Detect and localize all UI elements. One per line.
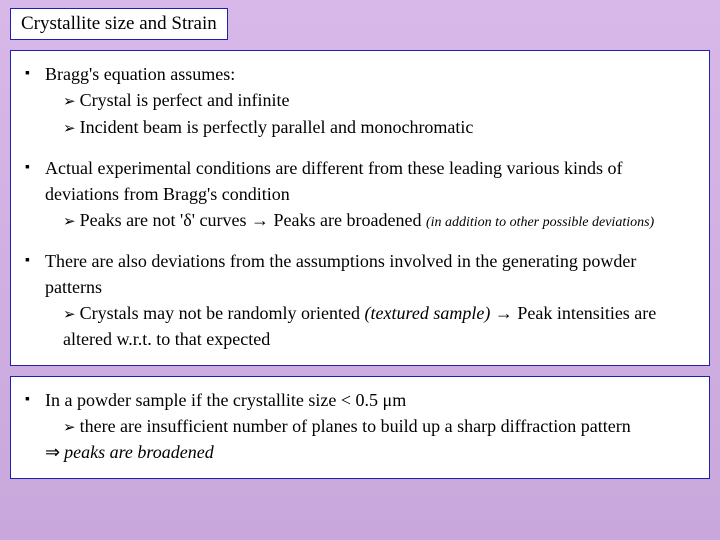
content-box-2: ▪ In a powder sample if the crystallite …: [10, 376, 710, 479]
right-arrow-icon: →: [495, 303, 513, 323]
sub-4-1: ➢there are insufficient number of planes…: [63, 413, 695, 440]
sub-2-1a: Peaks are not ': [80, 210, 184, 230]
bullet-2-body: Actual experimental conditions are diffe…: [45, 155, 695, 234]
bullet-4: ▪ In a powder sample if the crystallite …: [25, 387, 695, 466]
sub-3-2: altered w.r.t. to that expected: [63, 326, 695, 352]
sub-2-1c: Peaks are broadened: [269, 210, 426, 230]
sub-1-1-text: Crystal is perfect and infinite: [80, 90, 290, 110]
sub-3-1c: Peak intensities are: [513, 303, 656, 323]
bullet-3-line1: There are also deviations from the assum…: [45, 248, 695, 274]
sub-1-2: ➢Incident beam is perfectly parallel and…: [63, 114, 695, 141]
sub-1-1: ➢Crystal is perfect and infinite: [63, 87, 695, 114]
mu-symbol: μ: [383, 390, 393, 410]
sub-4-2-text: peaks are broadened: [64, 442, 214, 462]
tri-arrow-icon: ➢: [63, 121, 76, 137]
sub-3-1a: Crystals may not be randomly oriented: [80, 303, 365, 323]
bullet-3-line2: patterns: [45, 274, 695, 300]
square-bullet-icon: ▪: [25, 248, 45, 353]
bullet-2-line2: deviations from Bragg's condition: [45, 181, 695, 207]
sub-3-1b: (textured sample): [365, 303, 495, 323]
title-box: Crystallite size and Strain: [10, 8, 228, 40]
double-arrow-icon: ⇒: [45, 442, 60, 462]
bullet-3-sub: ➢Crystals may not be randomly oriented (…: [45, 300, 695, 353]
sub-3-1: ➢Crystals may not be randomly oriented (…: [63, 300, 695, 327]
sub-4-2: ⇒peaks are broadened: [45, 439, 695, 465]
bullet-4-l1b: m: [392, 390, 406, 410]
bullet-2-sub: ➢Peaks are not 'δ' curves → Peaks are br…: [45, 207, 695, 234]
square-bullet-icon: ▪: [25, 61, 45, 141]
bullet-2: ▪ Actual experimental conditions are dif…: [25, 155, 695, 234]
tri-arrow-icon: ➢: [63, 214, 76, 230]
delta-symbol: δ: [183, 210, 191, 230]
right-arrow-icon: →: [251, 210, 269, 230]
square-bullet-icon: ▪: [25, 155, 45, 234]
bullet-1-body: Bragg's equation assumes: ➢Crystal is pe…: [45, 61, 695, 141]
bullet-1-sub: ➢Crystal is perfect and infinite ➢Incide…: [45, 87, 695, 141]
sub-1-2-text: Incident beam is perfectly parallel and …: [80, 117, 474, 137]
content-box-1: ▪ Bragg's equation assumes: ➢Crystal is …: [10, 50, 710, 366]
bullet-4-l1a: In a powder sample if the crystallite si…: [45, 390, 383, 410]
bullet-4-line1: In a powder sample if the crystallite si…: [45, 387, 695, 413]
sub-2-1: ➢Peaks are not 'δ' curves → Peaks are br…: [63, 207, 695, 234]
bullet-2-line1: Actual experimental conditions are diffe…: [45, 155, 695, 181]
bullet-3-body: There are also deviations from the assum…: [45, 248, 695, 353]
tri-arrow-icon: ➢: [63, 307, 76, 323]
title-text: Crystallite size and Strain: [21, 13, 217, 34]
bullet-1-lead: Bragg's equation assumes:: [45, 61, 695, 87]
square-bullet-icon: ▪: [25, 387, 45, 466]
bullet-4-sub: ➢there are insufficient number of planes…: [45, 413, 695, 440]
bullet-1: ▪ Bragg's equation assumes: ➢Crystal is …: [25, 61, 695, 141]
sub-2-1b: ' curves: [192, 210, 251, 230]
sub-2-1d: (in addition to other possible deviation…: [426, 215, 654, 230]
bullet-3: ▪ There are also deviations from the ass…: [25, 248, 695, 353]
tri-arrow-icon: ➢: [63, 420, 76, 436]
tri-arrow-icon: ➢: [63, 94, 76, 110]
sub-4-1-text: there are insufficient number of planes …: [80, 416, 631, 436]
bullet-4-body: In a powder sample if the crystallite si…: [45, 387, 695, 466]
